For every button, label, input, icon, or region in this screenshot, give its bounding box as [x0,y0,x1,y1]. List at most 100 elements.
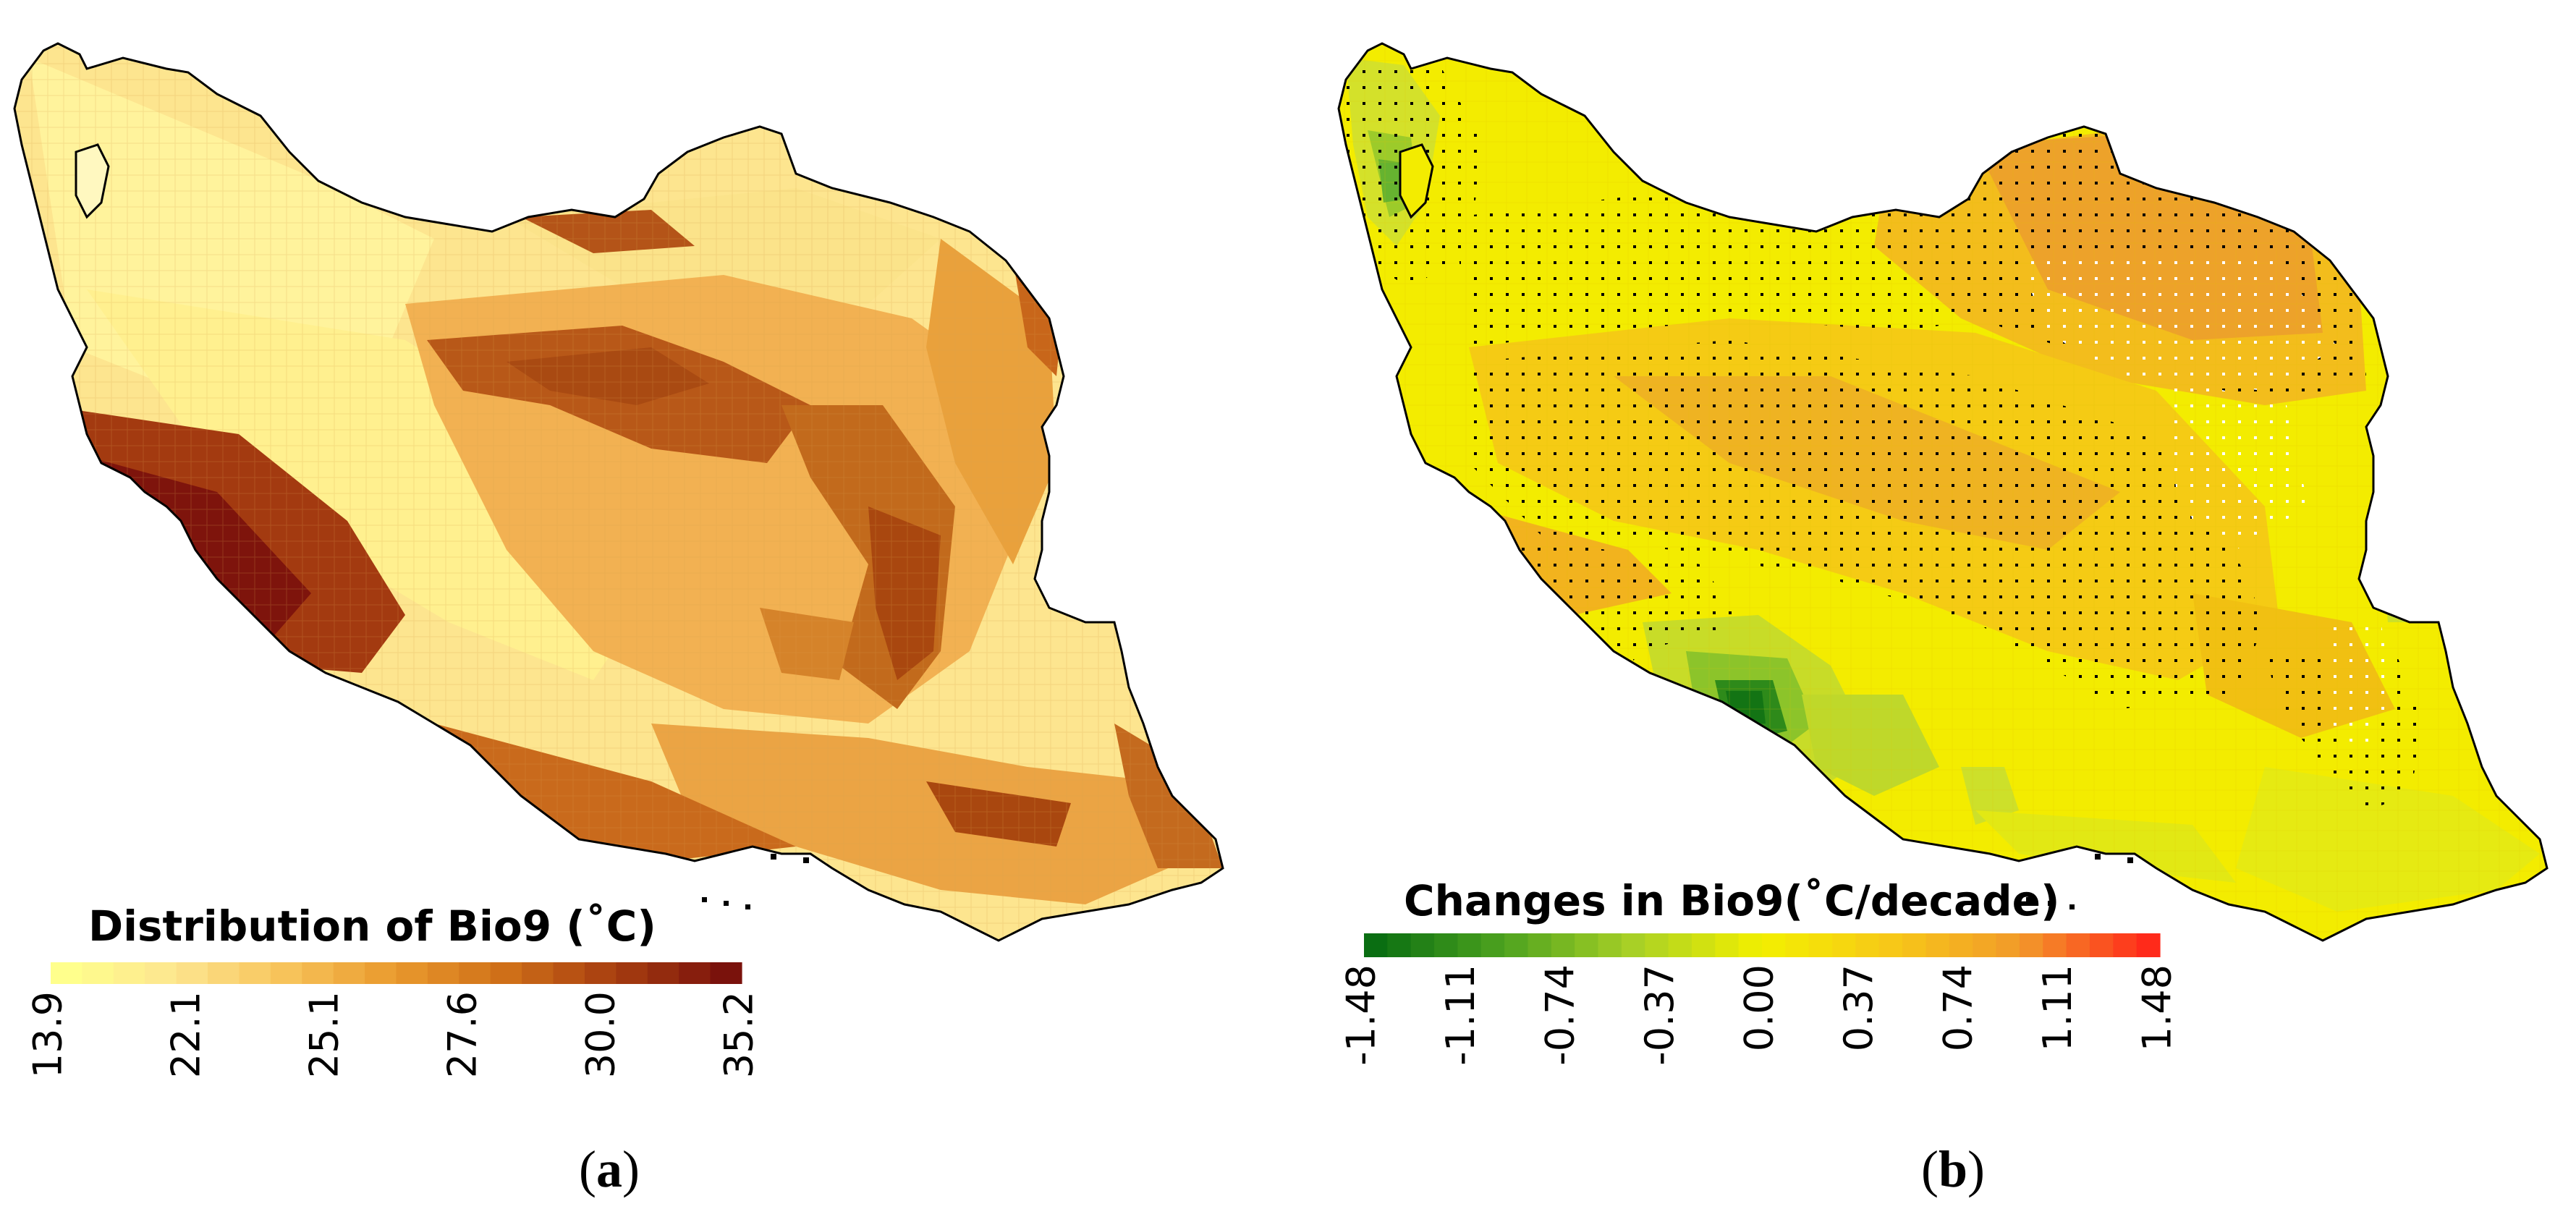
legend-swatch [427,962,459,984]
legend-swatch [82,962,114,984]
legend-swatch [2019,933,2043,957]
legend-swatch [2043,933,2067,957]
legend-tick-label: 0.00 [1737,964,1782,1051]
legend-swatch [490,962,522,984]
legend-swatch [1925,933,1950,957]
legend-swatch [584,962,617,984]
legend-tick-label: 0.74 [1936,964,1981,1051]
legend-tick-label: 27.6 [440,991,486,1078]
legend-swatch [1645,933,1669,957]
legend-swatch [1364,933,1388,957]
legend-tick-label: -1.48 [1339,964,1384,1066]
significance-stipple-light [2019,260,2337,391]
significance-stipple [1469,340,2265,709]
legend-tick-label: 22.1 [164,991,209,1078]
legend-swatch [1410,933,1435,957]
legend-swatch [616,962,648,984]
legend-swatch [1832,933,1857,957]
legend-swatch [51,962,83,984]
panel-a-map: Distribution of Bio9 (˚C) 13.9 22.1 25.1 27… [13,42,1224,1198]
legend-tick-label: 30.0 [578,991,624,1078]
legend-swatch [1738,933,1763,957]
legend-swatch [2136,933,2161,957]
legend-swatch [396,962,428,984]
legend-swatch [1457,933,1482,957]
bio9-distribution-raster [14,43,1223,941]
island-marker [724,901,729,906]
bio9-change-raster [1339,43,2547,941]
island-marker [745,904,750,909]
lake-urmia [75,143,110,219]
legend-tick-label: 1.48 [2135,964,2180,1051]
legend-swatch [270,962,302,984]
legend-tick-label: -1.11 [1438,964,1483,1066]
legend-color-bar [51,962,742,984]
legend-swatch [1575,933,1599,957]
panel-label-a: (a) [579,1140,640,1198]
legend-swatch [2066,933,2090,957]
raster-zone [2381,528,2446,622]
legend-tick-label: -0.74 [1538,964,1583,1066]
legend-swatch [239,962,271,984]
legend-swatch [1387,933,1412,957]
legend-swatch [1504,933,1529,957]
legend-swatch [1668,933,1692,957]
significance-stipple-light [2178,463,2250,521]
legend-swatch [1973,933,1997,957]
legend-tick-labels: -1.48 -1.11 -0.74 -0.37 0.00 0.37 0.74 1.11 1.48 [1339,964,2180,1066]
legend-swatch [1762,933,1786,957]
legend-swatch [2113,933,2138,957]
island-marker [2026,897,2031,902]
legend-tick-label: 13.9 [25,991,71,1078]
legend-title: Changes in Bio9(˚C/decade) [1404,876,2060,925]
legend-swatch [1621,933,1645,957]
island-marker [803,857,809,863]
legend-swatch [1878,933,1903,957]
legend-swatch [208,962,240,984]
panel-label-b: (b) [1921,1140,1985,1198]
island-marker [702,897,707,902]
legend-swatch [1528,933,1552,957]
legend-tick-label: 25.1 [302,991,347,1078]
lake-urmia [1399,143,1434,219]
legend-swatch [1598,933,1622,957]
legend-swatch [647,962,679,984]
panel-b-map: Changes in Bio9(˚C/decade) -1.48 -1.11 -0.… [1337,42,2549,1198]
legend-swatch [1785,933,1810,957]
island-marker [2095,854,2101,860]
legend-tick-label: 1.11 [2035,964,2080,1051]
raster-grid [14,43,1223,941]
legend-tick-label: -0.37 [1637,964,1682,1066]
legend-color-bar [1364,933,2161,957]
legend-tick-label: 35.2 [716,991,762,1078]
legend-swatch [553,962,585,984]
island-marker [771,854,776,860]
legend-tick-label: 0.37 [1836,964,1881,1051]
legend-swatch [459,962,491,984]
legend-swatch [710,962,742,984]
legend-swatch [302,962,334,984]
legend-title: Distribution of Bio9 (˚C) [88,902,656,951]
legend-swatch [365,962,397,984]
legend-swatch [113,962,145,984]
legend-swatch [1949,933,1973,957]
legend-swatch [1715,933,1740,957]
legend-swatch [333,962,365,984]
island-marker [2127,857,2133,863]
legend-tick-labels: 13.9 22.1 25.1 27.6 30.0 35.2 [25,991,762,1078]
legend-swatch [1480,933,1505,957]
legend-swatch [1434,933,1459,957]
island-marker [2069,904,2075,909]
legend-swatch [679,962,711,984]
significance-stipple [1454,174,2048,347]
legend-swatch [522,962,554,984]
significance-stipple-light [2323,622,2395,752]
island-marker [2048,901,2053,906]
legend-swatch [1996,933,2020,957]
legend-swatch [1691,933,1716,957]
legend-swatch [1551,933,1575,957]
legend-swatch [176,962,208,984]
legend-swatch [145,962,177,984]
legend-swatch [2089,933,2114,957]
